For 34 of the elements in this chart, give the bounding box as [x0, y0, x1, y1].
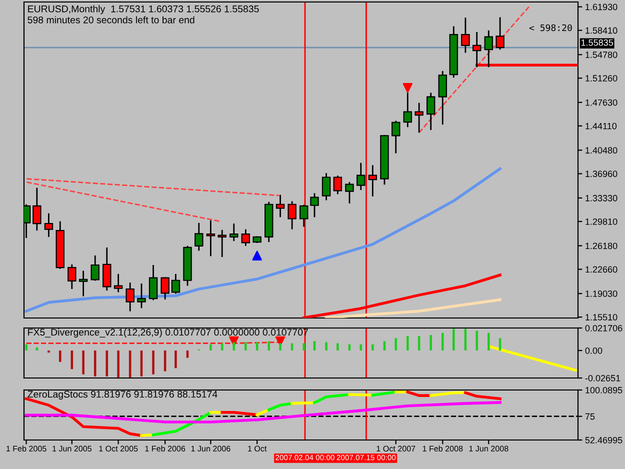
- y-tick-label: 75: [585, 413, 595, 420]
- y-tick-label: 1.33330: [586, 194, 618, 202]
- x-tick-label: 1 Oct 2007: [376, 446, 416, 452]
- x-tick-label: 1 Feb 2005: [6, 446, 46, 452]
- x-tick-label: 1 Feb 2006: [145, 446, 186, 452]
- ref-line-label: 1.55835: [581, 39, 614, 46]
- y-tick-label: 52.46995: [585, 436, 622, 444]
- y-tick-label: 1.54780: [586, 52, 618, 58]
- x-tick-label: 1 Feb 2008: [422, 446, 463, 452]
- y-tick-label: 1.61930: [586, 4, 618, 10]
- y-tick-label: 0.021706: [585, 324, 622, 332]
- y-tick-label: 1.29810: [586, 218, 618, 225]
- x-tick-label: 1 Jun 2005: [52, 446, 92, 452]
- y-tick-label: 100.0895: [586, 386, 622, 394]
- y-tick-label: 1.22660: [586, 266, 618, 273]
- y-tick-label: 1.44110: [586, 122, 617, 130]
- x-tick-label: 1 Oct: [248, 446, 267, 452]
- text: 598 minutes 20 seconds left to bar end: [28, 16, 194, 24]
- y-tick-label: 1.19030: [586, 290, 618, 297]
- y-tick-label: 1.36960: [586, 170, 618, 178]
- y-tick-label: -0.02651: [585, 374, 620, 382]
- y-tick-label: 0.00: [585, 347, 602, 354]
- y-tick-label: 1.40480: [586, 147, 618, 154]
- y-tick-label: 1.15510: [586, 314, 618, 320]
- annotation: < 598:20: [529, 24, 572, 32]
- y-tick-label: 1.47630: [586, 99, 618, 106]
- y-tick-label: 1.51260: [586, 75, 618, 82]
- x-tick-label: 1 Jun 2008: [469, 446, 508, 452]
- x-tick-label: 1 Jun 2006: [191, 446, 230, 452]
- y-tick-label: 1.26180: [586, 242, 618, 250]
- x-tick-label: 1 Oct 2005: [99, 446, 138, 452]
- chart-title: EURUSD,Monthly 1.57531 1.60373 1.55526 1.55835: [28, 5, 259, 14]
- y-tick-label: 1.58410: [586, 27, 618, 34]
- chart-title: ZeroLagStocs 91.81976 91.81976 88.15174: [28, 390, 218, 400]
